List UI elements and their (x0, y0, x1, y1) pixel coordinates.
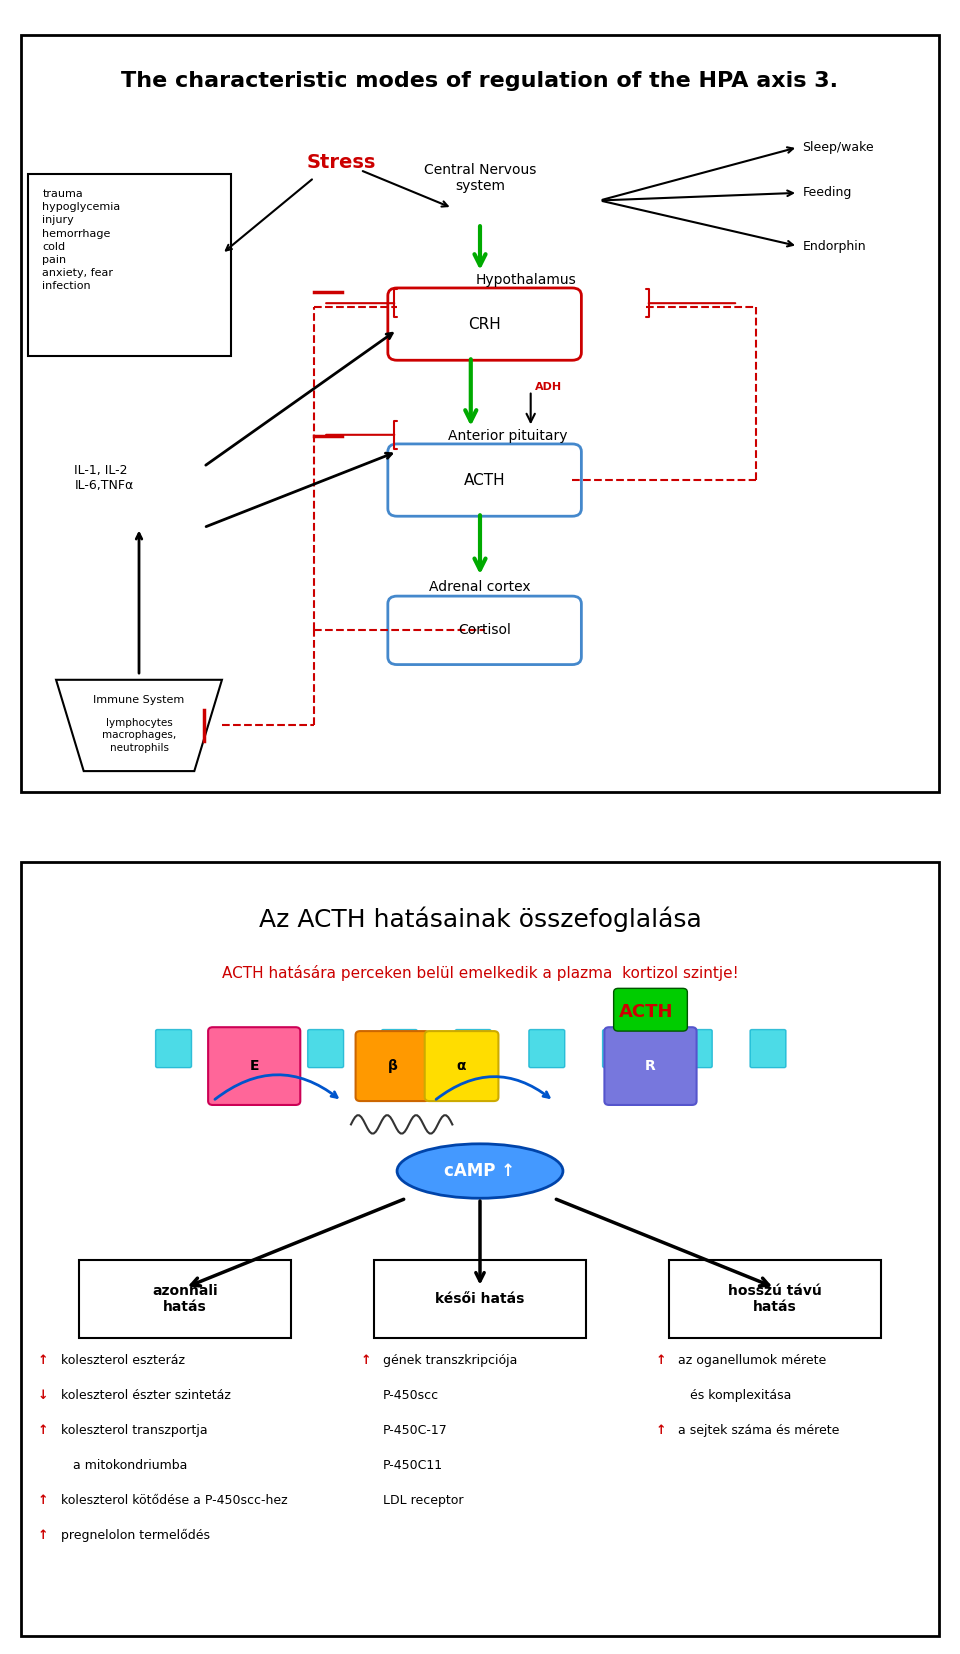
FancyBboxPatch shape (355, 1030, 429, 1102)
Text: cAMP ↑: cAMP ↑ (444, 1163, 516, 1179)
FancyBboxPatch shape (388, 288, 582, 361)
Text: E: E (250, 1059, 259, 1073)
FancyBboxPatch shape (603, 1029, 638, 1067)
Text: ↑: ↑ (37, 1353, 48, 1366)
Text: ↑: ↑ (37, 1528, 48, 1542)
FancyBboxPatch shape (529, 1029, 564, 1067)
Text: ↑: ↑ (37, 1424, 48, 1437)
FancyBboxPatch shape (605, 1027, 697, 1105)
Text: koleszterol észter szintetáz: koleszterol észter szintetáz (60, 1389, 230, 1401)
Text: a mitokondriumba: a mitokondriumba (60, 1459, 187, 1472)
FancyBboxPatch shape (156, 1029, 192, 1067)
FancyBboxPatch shape (229, 1029, 265, 1067)
Text: késői hatás: késői hatás (435, 1292, 525, 1307)
FancyBboxPatch shape (307, 1029, 344, 1067)
FancyBboxPatch shape (676, 1029, 712, 1067)
Text: koleszterol eszteráz: koleszterol eszteráz (60, 1353, 184, 1366)
Text: ↑: ↑ (37, 1494, 48, 1507)
FancyBboxPatch shape (424, 1030, 498, 1102)
Text: β: β (388, 1059, 397, 1073)
Text: ACTH: ACTH (464, 473, 505, 488)
Text: és komplexitása: és komplexitása (678, 1389, 791, 1401)
Text: pregnelolon termelődés: pregnelolon termelődés (60, 1528, 209, 1542)
Text: CRH: CRH (468, 316, 501, 331)
FancyBboxPatch shape (388, 443, 582, 516)
FancyBboxPatch shape (381, 1029, 418, 1067)
FancyBboxPatch shape (669, 1260, 881, 1338)
FancyBboxPatch shape (79, 1260, 291, 1338)
Text: ↓: ↓ (37, 1389, 48, 1401)
FancyBboxPatch shape (21, 862, 939, 1636)
Text: az oganellumok mérete: az oganellumok mérete (678, 1353, 827, 1366)
FancyBboxPatch shape (21, 35, 939, 792)
FancyBboxPatch shape (388, 595, 582, 665)
FancyBboxPatch shape (374, 1260, 586, 1338)
Text: IL-1, IL-2
IL-6,TNFα: IL-1, IL-2 IL-6,TNFα (75, 465, 133, 493)
Text: Sleep/wake: Sleep/wake (803, 141, 875, 154)
FancyBboxPatch shape (455, 1029, 492, 1067)
Text: ↑: ↑ (655, 1353, 665, 1366)
Text: gének transzkripciója: gének transzkripciója (383, 1353, 517, 1366)
Text: P-450C-17: P-450C-17 (383, 1424, 448, 1437)
Text: koleszterol transzportja: koleszterol transzportja (60, 1424, 207, 1437)
Text: Cortisol: Cortisol (458, 624, 511, 637)
Text: The characteristic modes of regulation of the HPA axis 3.: The characteristic modes of regulation o… (122, 71, 838, 91)
Text: Hypothalamus: Hypothalamus (476, 273, 576, 288)
Text: α: α (457, 1059, 467, 1073)
Text: ADH: ADH (536, 382, 563, 392)
Text: R: R (645, 1059, 656, 1073)
Text: Adrenal cortex: Adrenal cortex (429, 581, 531, 594)
Text: azonnali
hatás: azonnali hatás (153, 1284, 218, 1315)
Text: ↑: ↑ (360, 1353, 371, 1366)
Text: Feeding: Feeding (803, 187, 852, 200)
Text: Immune System: Immune System (93, 695, 184, 705)
Text: ACTH: ACTH (618, 1002, 673, 1021)
FancyBboxPatch shape (613, 989, 687, 1030)
Text: Endorphin: Endorphin (803, 240, 866, 253)
Ellipse shape (397, 1145, 563, 1197)
Polygon shape (56, 680, 222, 771)
Text: LDL receptor: LDL receptor (383, 1494, 464, 1507)
Text: Az ACTH hatásainak összefoglalása: Az ACTH hatásainak összefoglalása (258, 906, 702, 933)
Text: Anterior pituitary: Anterior pituitary (448, 430, 567, 443)
Text: koleszterol kötődése a P-450scc-hez: koleszterol kötődése a P-450scc-hez (60, 1494, 287, 1507)
Text: ACTH hatására perceken belül emelkedik a plazma  kortizol szintje!: ACTH hatására perceken belül emelkedik a… (222, 964, 738, 981)
FancyBboxPatch shape (750, 1029, 786, 1067)
Text: ↑: ↑ (655, 1424, 665, 1437)
Text: trauma
hypoglycemia
injury
hemorrhage
cold
pain
anxiety, fear
infection: trauma hypoglycemia injury hemorrhage co… (42, 189, 121, 291)
Text: a sejtek száma és mérete: a sejtek száma és mérete (678, 1424, 839, 1437)
Text: Central Nervous
system: Central Nervous system (423, 162, 537, 194)
Text: P-450scc: P-450scc (383, 1389, 440, 1401)
FancyBboxPatch shape (208, 1027, 300, 1105)
Text: hosszú távú
hatás: hosszú távú hatás (728, 1284, 822, 1315)
Text: P-450C11: P-450C11 (383, 1459, 444, 1472)
Text: lymphocytes
macrophages,
neutrophils: lymphocytes macrophages, neutrophils (102, 718, 176, 753)
Text: Stress: Stress (307, 152, 376, 172)
FancyBboxPatch shape (29, 174, 231, 357)
